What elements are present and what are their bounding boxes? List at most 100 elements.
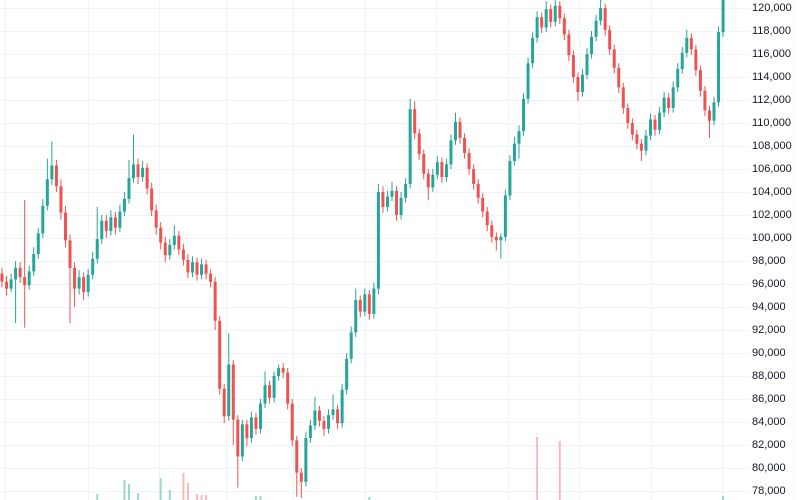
volume-bar	[96, 494, 99, 500]
candle-body	[68, 240, 72, 268]
candle-body	[540, 17, 544, 28]
candle-body	[680, 52, 684, 69]
candle-body	[95, 239, 99, 259]
volume-bar	[168, 490, 171, 500]
price-axis-label: 120,000	[752, 2, 792, 14]
candle-body	[36, 233, 40, 255]
h-gridline	[0, 146, 750, 147]
candle-body	[254, 417, 258, 429]
candle-body	[476, 183, 480, 198]
candle-body	[190, 262, 194, 273]
candle-body	[612, 49, 616, 68]
candle-body	[222, 388, 226, 417]
volume-bar	[558, 441, 561, 500]
price-axis-label: 98,000	[752, 255, 786, 267]
candle-body	[358, 300, 362, 312]
candle-body	[245, 424, 249, 439]
volume-bar	[127, 484, 130, 500]
candle-body	[399, 197, 403, 215]
candle-body	[136, 164, 140, 178]
h-gridline	[0, 261, 750, 262]
v-gridline	[159, 0, 160, 500]
candle-wick	[300, 468, 302, 498]
candle-body	[50, 165, 54, 180]
v-gridline	[508, 0, 509, 500]
candle-body	[63, 212, 67, 241]
candle-body	[159, 227, 163, 243]
volume-bar	[196, 494, 199, 500]
v-gridline	[5, 0, 6, 500]
candle-body	[544, 9, 548, 28]
candle-body	[204, 264, 208, 274]
candle-body	[218, 320, 222, 389]
volume-bar	[123, 480, 126, 500]
v-gridline	[88, 0, 89, 500]
candle-body	[639, 143, 643, 151]
price-axis[interactable]: 120,000 118,000 116,000 114,000 112,000 110,0…	[740, 0, 800, 500]
candle-wick	[500, 233, 502, 259]
candle-wick	[332, 394, 334, 420]
candle-body	[331, 409, 335, 416]
price-axis-label: 108,000	[752, 140, 792, 152]
candle-body	[27, 271, 31, 286]
candle-body	[580, 74, 584, 92]
candle-wick	[708, 105, 710, 138]
price-axis-label: 100,000	[752, 232, 792, 244]
candle-body	[508, 160, 512, 196]
volume-bar	[159, 478, 162, 500]
candle-body	[408, 109, 412, 184]
candle-body	[41, 205, 45, 234]
candle-body	[54, 165, 58, 187]
candle-body	[481, 197, 485, 212]
candle-body	[231, 364, 235, 420]
h-gridline	[0, 215, 750, 216]
price-axis-label: 84,000	[752, 416, 786, 428]
candle-body	[653, 119, 657, 130]
candle-body	[100, 220, 104, 240]
candle-body	[517, 131, 521, 144]
volume-bar	[137, 493, 140, 500]
candle-wick	[69, 234, 71, 324]
candle-body	[662, 97, 666, 113]
h-gridline	[0, 422, 750, 423]
candle-body	[712, 102, 716, 121]
candle-wick	[24, 200, 26, 328]
candle-body	[249, 417, 253, 439]
candle-body	[721, 0, 725, 33]
candle-body	[127, 178, 131, 199]
candle-body	[576, 77, 580, 92]
candle-body	[381, 192, 385, 207]
candle-body	[630, 123, 634, 135]
volume-bar	[205, 495, 208, 500]
h-gridline	[0, 284, 750, 285]
candle-body	[77, 277, 81, 289]
candle-body	[308, 425, 312, 439]
candle-body	[422, 154, 426, 174]
candle-body	[621, 87, 625, 109]
candle-body	[390, 190, 394, 197]
candle-body	[168, 244, 172, 256]
candle-body	[5, 281, 9, 289]
price-axis-label: 114,000	[752, 71, 791, 83]
h-gridline	[0, 468, 750, 469]
volume-bar	[536, 437, 539, 500]
candle-body	[562, 18, 566, 35]
candle-body	[181, 249, 185, 260]
candle-body	[295, 440, 299, 473]
candle-body	[113, 217, 117, 228]
candle-body	[14, 267, 18, 280]
candle-body	[286, 372, 290, 404]
volume-bar	[254, 496, 257, 500]
candle-body	[104, 220, 108, 232]
candle-body	[522, 98, 526, 132]
candle-body	[290, 403, 294, 441]
h-gridline	[0, 445, 750, 446]
v-gridline	[226, 0, 227, 500]
candle-body	[404, 183, 408, 198]
price-axis-label: 112,000	[752, 94, 791, 106]
volume-series	[96, 437, 725, 500]
candle-body	[118, 211, 122, 228]
candle-body	[531, 37, 535, 64]
